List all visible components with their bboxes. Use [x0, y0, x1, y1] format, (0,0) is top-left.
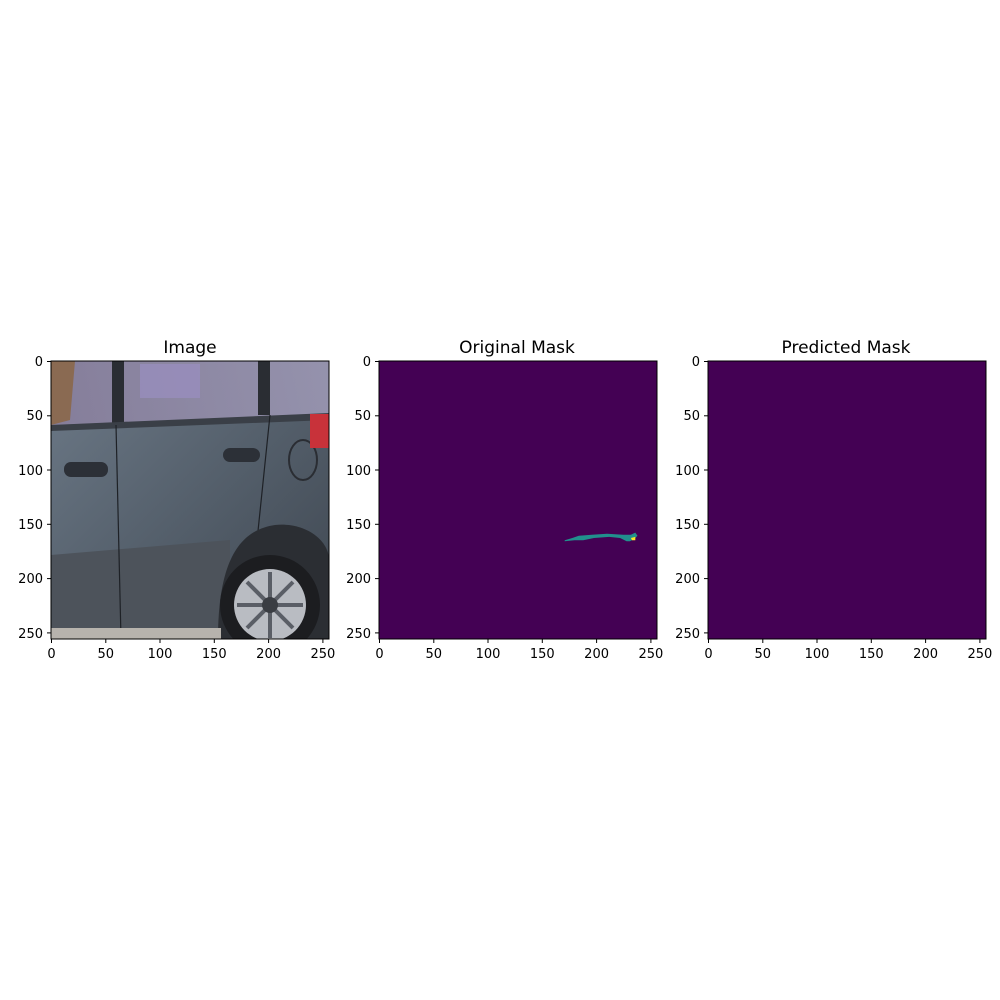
x-tick-label: 0: [375, 647, 383, 662]
lower-body-shadow: [51, 540, 230, 639]
mask-region-1: [564, 532, 638, 542]
x-axis-ticks: [379, 639, 652, 643]
x-tick-label: 100: [476, 647, 501, 662]
x-tick-label: 50: [755, 647, 772, 662]
y-tick-label: 100: [675, 464, 700, 479]
panel-title-image: Image: [163, 338, 216, 358]
y-tick-label: 200: [18, 572, 43, 587]
wheel-hub: [262, 597, 278, 613]
y-tick-label: 0: [692, 355, 700, 370]
mask-region-2: [630, 536, 636, 541]
x-tick-label: 250: [310, 647, 335, 662]
x-tick-label: 50: [426, 647, 443, 662]
y-tick-label: 50: [26, 409, 43, 424]
x-tick-label: 50: [98, 647, 115, 662]
y-axis-ticks: [704, 361, 708, 634]
x-tick-label: 0: [704, 647, 712, 662]
panel-image: Image: [18, 338, 335, 662]
x-tick-labels: 0 50 100 150 200 250: [704, 647, 992, 662]
mask-background: [708, 361, 986, 639]
y-tick-label: 250: [18, 627, 43, 642]
y-axis-ticks: [47, 361, 51, 634]
window-pillar: [258, 361, 270, 415]
y-tick-labels: 0 50 100 150 200 250: [346, 355, 371, 642]
y-tick-labels: 0 50 100 150 200 250: [675, 355, 700, 642]
window-reflection: [140, 364, 200, 398]
y-tick-label: 50: [683, 409, 700, 424]
axes-image: 0 50 100 150 200 250 0 50 100 150 200 25…: [18, 355, 335, 662]
panel-original-mask: Original Mask 0 50 100 150 200 250: [346, 338, 663, 662]
x-tick-label: 150: [202, 647, 227, 662]
car-photo: [51, 361, 329, 639]
panel-title-predicted-mask: Predicted Mask: [782, 338, 911, 358]
y-tick-label: 150: [18, 518, 43, 533]
y-tick-label: 0: [35, 355, 43, 370]
axes-frame: [50, 360, 330, 640]
axes-predicted-mask: 0 50 100 150 200 250 0 50 100 150 200 25…: [675, 355, 992, 662]
door-handle: [223, 448, 260, 462]
window-pillar: [112, 361, 124, 423]
tail-light: [310, 414, 329, 448]
y-tick-label: 200: [675, 572, 700, 587]
x-tick-label: 0: [47, 647, 55, 662]
y-tick-label: 200: [346, 572, 371, 587]
roof-trim: [51, 413, 329, 431]
x-tick-label: 150: [530, 647, 555, 662]
x-tick-labels: 0 50 100 150 200 250: [47, 647, 335, 662]
y-tick-label: 100: [18, 464, 43, 479]
axes-frame: [378, 360, 658, 640]
mask-regions: [564, 532, 638, 542]
x-tick-label: 250: [638, 647, 663, 662]
y-axis-ticks: [375, 361, 379, 634]
x-tick-labels: 0 50 100 150 200 250: [375, 647, 663, 662]
x-tick-label: 200: [584, 647, 609, 662]
x-axis-ticks: [51, 639, 324, 643]
door-handle: [64, 462, 108, 477]
y-tick-label: 150: [346, 518, 371, 533]
door-seam: [115, 424, 122, 639]
panel-title-original-mask: Original Mask: [459, 338, 575, 358]
y-tick-labels: 0 50 100 150 200 250: [18, 355, 43, 642]
x-tick-label: 250: [967, 647, 992, 662]
panel-predicted-mask: Predicted Mask 0 50 100 150 200 250: [675, 338, 992, 662]
y-tick-label: 250: [675, 627, 700, 642]
x-axis-ticks: [708, 639, 981, 643]
ground: [51, 628, 221, 639]
x-tick-label: 150: [859, 647, 884, 662]
y-tick-label: 0: [363, 355, 371, 370]
x-tick-label: 100: [148, 647, 173, 662]
y-tick-label: 50: [354, 409, 371, 424]
axes-original-mask: 0 50 100 150 200 250 0 50 100 150 200 25…: [346, 355, 663, 662]
mask-background: [379, 361, 657, 639]
y-tick-label: 250: [346, 627, 371, 642]
y-tick-label: 100: [346, 464, 371, 479]
fuel-cap: [288, 439, 318, 481]
x-tick-label: 200: [256, 647, 281, 662]
x-tick-label: 100: [805, 647, 830, 662]
axes-frame: [707, 360, 987, 640]
y-tick-label: 150: [675, 518, 700, 533]
building-reflection: [51, 361, 75, 425]
x-tick-label: 200: [913, 647, 938, 662]
